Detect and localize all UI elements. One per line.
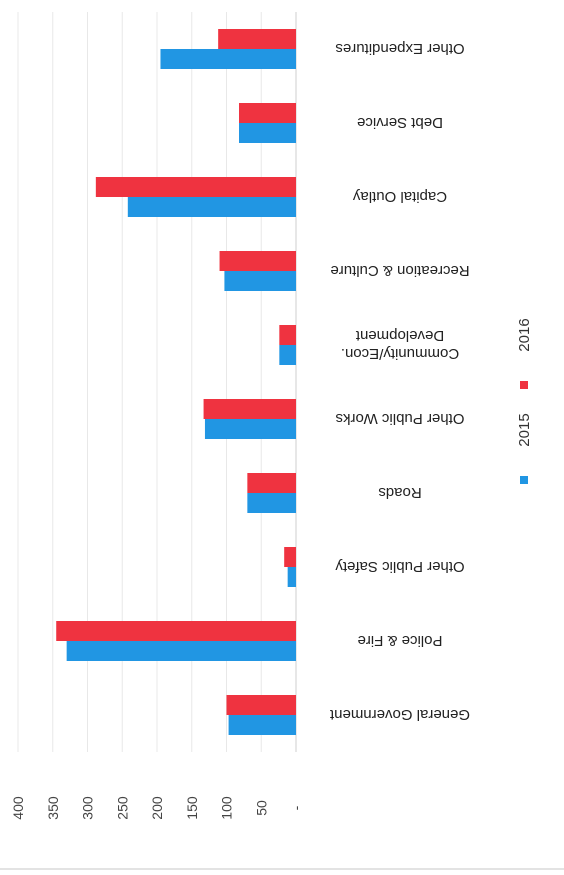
value-tick-label: 200 xyxy=(149,796,165,820)
bar-2016 xyxy=(239,103,296,123)
legend-swatch xyxy=(520,381,528,389)
bar-2015 xyxy=(204,419,296,439)
category-label-line: Community/Econ. xyxy=(341,345,459,362)
category-label: Recreation & Culture xyxy=(330,262,469,279)
category-label-line: Development xyxy=(355,327,444,344)
value-tick-label: 300 xyxy=(80,796,96,820)
bar-2016 xyxy=(279,325,296,345)
bar-2016 xyxy=(247,473,296,493)
value-tick-label: 250 xyxy=(114,796,130,820)
category-label: Other Public Safety xyxy=(335,558,465,575)
bar-2015 xyxy=(279,345,296,365)
bar-2015 xyxy=(66,641,297,661)
category-label: Other Public Works xyxy=(336,410,465,427)
legend-label: 2015 xyxy=(516,413,533,446)
bars xyxy=(56,29,297,735)
value-tick-label: 400 xyxy=(10,796,26,820)
value-tick-label: 100 xyxy=(219,796,235,820)
legend-label: 2016 xyxy=(516,318,533,351)
bar-2016 xyxy=(219,251,296,271)
bar-2015 xyxy=(127,197,296,217)
legend: 2015 2016 xyxy=(516,318,533,484)
bar-2016 xyxy=(95,177,296,197)
bar-2015 xyxy=(224,271,296,291)
bar-2016 xyxy=(226,695,296,715)
category-label: Police & Fire xyxy=(357,632,442,649)
bar-2015 xyxy=(287,567,296,587)
legend-swatch xyxy=(520,476,528,484)
category-label: General Government xyxy=(329,706,470,723)
bar-2015 xyxy=(239,123,296,143)
bar-2016 xyxy=(218,29,296,49)
category-label: Debt Service xyxy=(357,114,443,131)
value-tick-label: - xyxy=(288,805,304,810)
category-labels: General Government Police & Fire Other Pub… xyxy=(329,40,470,723)
bar-2015 xyxy=(247,493,296,513)
bar-2016 xyxy=(284,547,296,567)
category-label: Community/Econ.Development xyxy=(341,327,459,362)
value-tick-label: 150 xyxy=(184,796,200,820)
bar-2015 xyxy=(228,715,296,735)
category-label: Other Expenditures xyxy=(335,40,464,57)
bar-2015 xyxy=(160,49,296,69)
category-label: Roads xyxy=(378,484,421,501)
value-axis-ticks: - 50 100 150 200 250 300 350 400 xyxy=(10,796,304,820)
value-tick-label: 350 xyxy=(45,796,61,820)
frame-edge xyxy=(0,868,564,870)
value-tick-label: 50 xyxy=(253,800,269,816)
bar-2016 xyxy=(56,621,296,641)
category-label: Capital Outlay xyxy=(352,188,447,205)
bar-2016 xyxy=(203,399,296,419)
